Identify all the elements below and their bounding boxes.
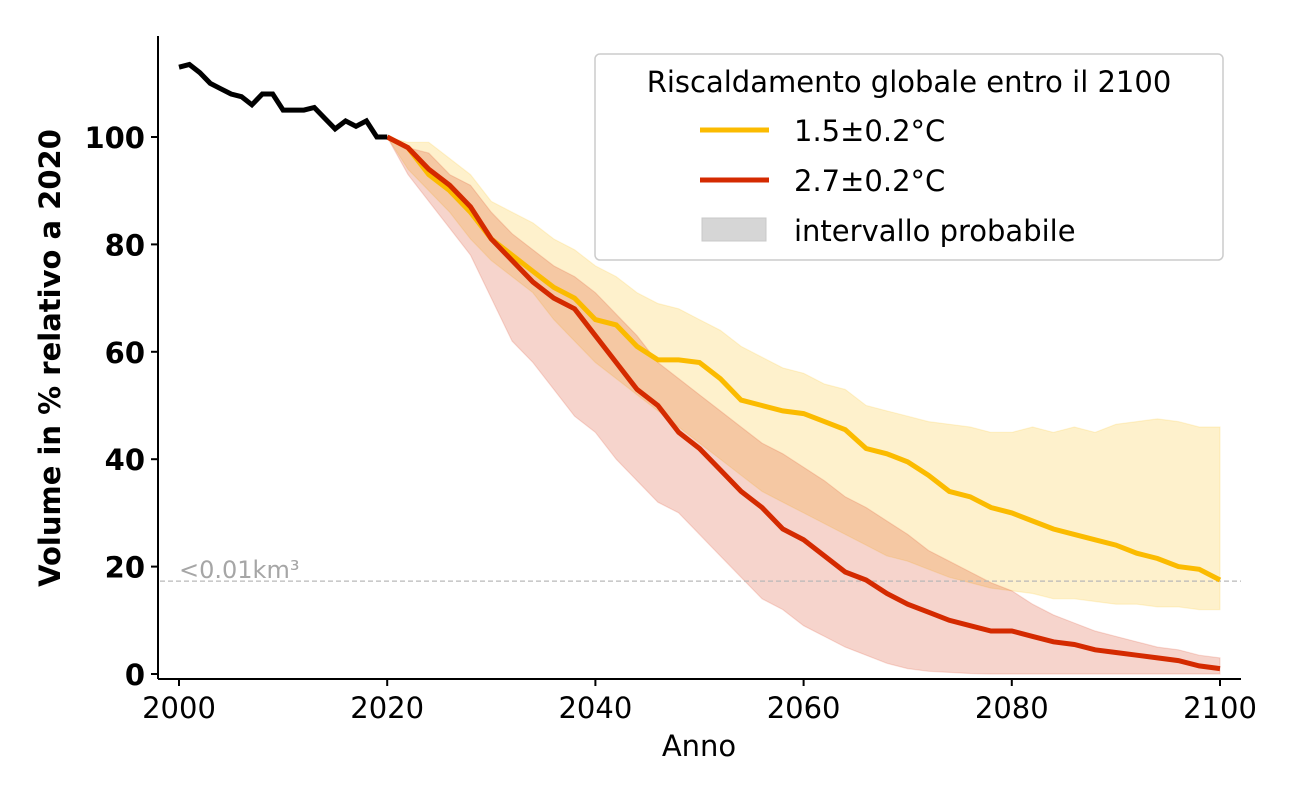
threshold-label: <0.01km³ [179, 556, 299, 584]
y-axis-title: Volume in % relativo a 2020 [33, 129, 67, 587]
y-tick-label: 0 [125, 658, 145, 692]
threshold-layer: <0.01km³ [160, 556, 1241, 584]
legend-title: Riscaldamento globale entro il 2100 [647, 65, 1172, 99]
series-line-1-5 [386, 134, 1222, 583]
lines-layer [178, 61, 1222, 672]
y-tick-label: 100 [84, 121, 145, 155]
x-tick-label: 2020 [350, 691, 424, 725]
x-tick-label: 2000 [142, 691, 216, 725]
x-tick-label: 2100 [1183, 691, 1257, 725]
legend-label-range: intervallo probabile [794, 214, 1076, 248]
historical-line [178, 61, 388, 140]
x-tick-label: 2060 [767, 691, 841, 725]
y-tick-label: 20 [105, 551, 145, 585]
legend-frame [594, 53, 1224, 261]
band-2-7 [385, 135, 1221, 675]
x-tick-label: 2040 [558, 691, 632, 725]
x-axis-title: Anno [662, 729, 736, 763]
series-line-2-7 [386, 134, 1221, 672]
y-tick-label: 60 [105, 336, 145, 370]
x-tick-label: 2080 [975, 691, 1049, 725]
legend-label-1-5: 1.5±0.2°C [794, 114, 945, 148]
legend: Riscaldamento globale entro il 2100 1.5±… [594, 53, 1224, 261]
y-tick-label: 40 [105, 443, 145, 477]
x-ticks: 2000 2020 2040 2060 2080 2100 [142, 679, 1257, 725]
y-ticks: 0 20 40 60 80 100 [84, 121, 158, 692]
legend-swatch-range [701, 217, 767, 242]
y-tick-label: 80 [105, 228, 145, 262]
legend-label-2-7: 2.7±0.2°C [794, 164, 945, 198]
axes [157, 36, 1241, 680]
